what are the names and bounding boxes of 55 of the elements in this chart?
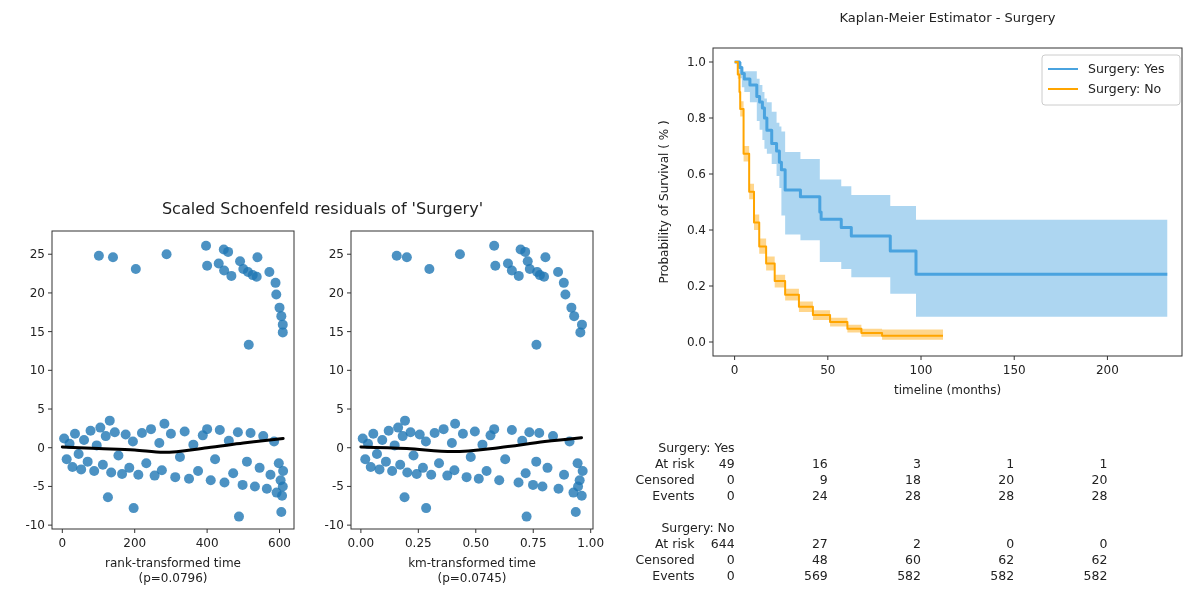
y-tick-label: 10 (328, 363, 344, 378)
y-tick-label: 15 (29, 324, 45, 339)
y-tick-label: -5 (332, 479, 344, 494)
text: At risk 49 16 3 1 1 (655, 456, 1108, 471)
x-tick-label: 100 (909, 363, 933, 377)
text: (p=0.0745) (437, 571, 507, 585)
y-tick-label: 1.0 (686, 55, 706, 69)
y-tick-label: 0 (336, 440, 344, 455)
y-tick-label: 15 (328, 324, 344, 339)
line-series (60, 436, 285, 454)
y-tick-label: 0.2 (686, 279, 706, 293)
y-tick-label: 0 (37, 440, 45, 455)
x-tick-label: 600 (268, 536, 291, 550)
x-tick-label: 200 (123, 536, 147, 550)
x-tick-label: 50 (820, 363, 836, 377)
chart-title: Scaled Schoenfeld residuals of 'Surgery' (161, 199, 484, 218)
x-tick-label: 150 (1002, 363, 1026, 377)
x-tick-label: 0 (730, 363, 739, 377)
text: At risk 644 27 2 0 0 (655, 536, 1108, 551)
y-tick-label: 5 (37, 402, 45, 417)
y-tick-label: 0.6 (686, 167, 706, 181)
x-tick-label: 0.50 (462, 536, 490, 550)
x-tick-label: 0 (58, 536, 67, 550)
y-tick-label: 0.8 (686, 111, 706, 125)
y-tick-label: 0.4 (686, 223, 706, 237)
x-tick-label: 0.25 (404, 536, 432, 550)
y-tick-label: -10 (25, 518, 45, 533)
x-tick-label: 1.00 (577, 536, 605, 550)
text: Surgery: No (661, 520, 735, 535)
y-tick-label: 20 (328, 285, 344, 300)
x-axis-title: km-transformed time (408, 556, 536, 570)
text: Events 0 569 582 582 582 (652, 568, 1108, 583)
y-tick-label: -5 (33, 479, 45, 494)
x-tick-label: 0.75 (519, 536, 547, 550)
text: Censored 0 9 18 20 20 (635, 472, 1108, 487)
y-tick-label: 20 (29, 285, 45, 300)
y-tick-label: 0.0 (686, 335, 706, 349)
text: (p=0.0796) (138, 571, 208, 585)
text: Events 0 24 28 28 28 (652, 488, 1108, 503)
x-axis-title: rank-transformed time (105, 556, 241, 570)
x-axis-title: timeline (months) (893, 383, 1002, 397)
y-tick-label: 25 (29, 247, 45, 262)
y-tick-label: 5 (336, 402, 344, 417)
x-tick-label: 0.00 (347, 536, 375, 550)
x-tick-label: 200 (1095, 363, 1119, 377)
chart-title: Kaplan-Meier Estimator - Surgery (839, 10, 1056, 25)
y-tick-label: 25 (328, 247, 344, 262)
y-tick-label: 10 (29, 363, 45, 378)
text: Surgery: Yes (658, 440, 735, 455)
y-tick-label: -10 (324, 518, 344, 533)
x-tick-label: 400 (195, 536, 219, 550)
text: Censored 0 48 60 62 62 (635, 552, 1108, 567)
legend-label: Surgery: No (1088, 81, 1162, 96)
y-axis-title: Probability of Survival ( % ) (657, 120, 671, 284)
legend-label: Surgery: Yes (1088, 61, 1165, 76)
